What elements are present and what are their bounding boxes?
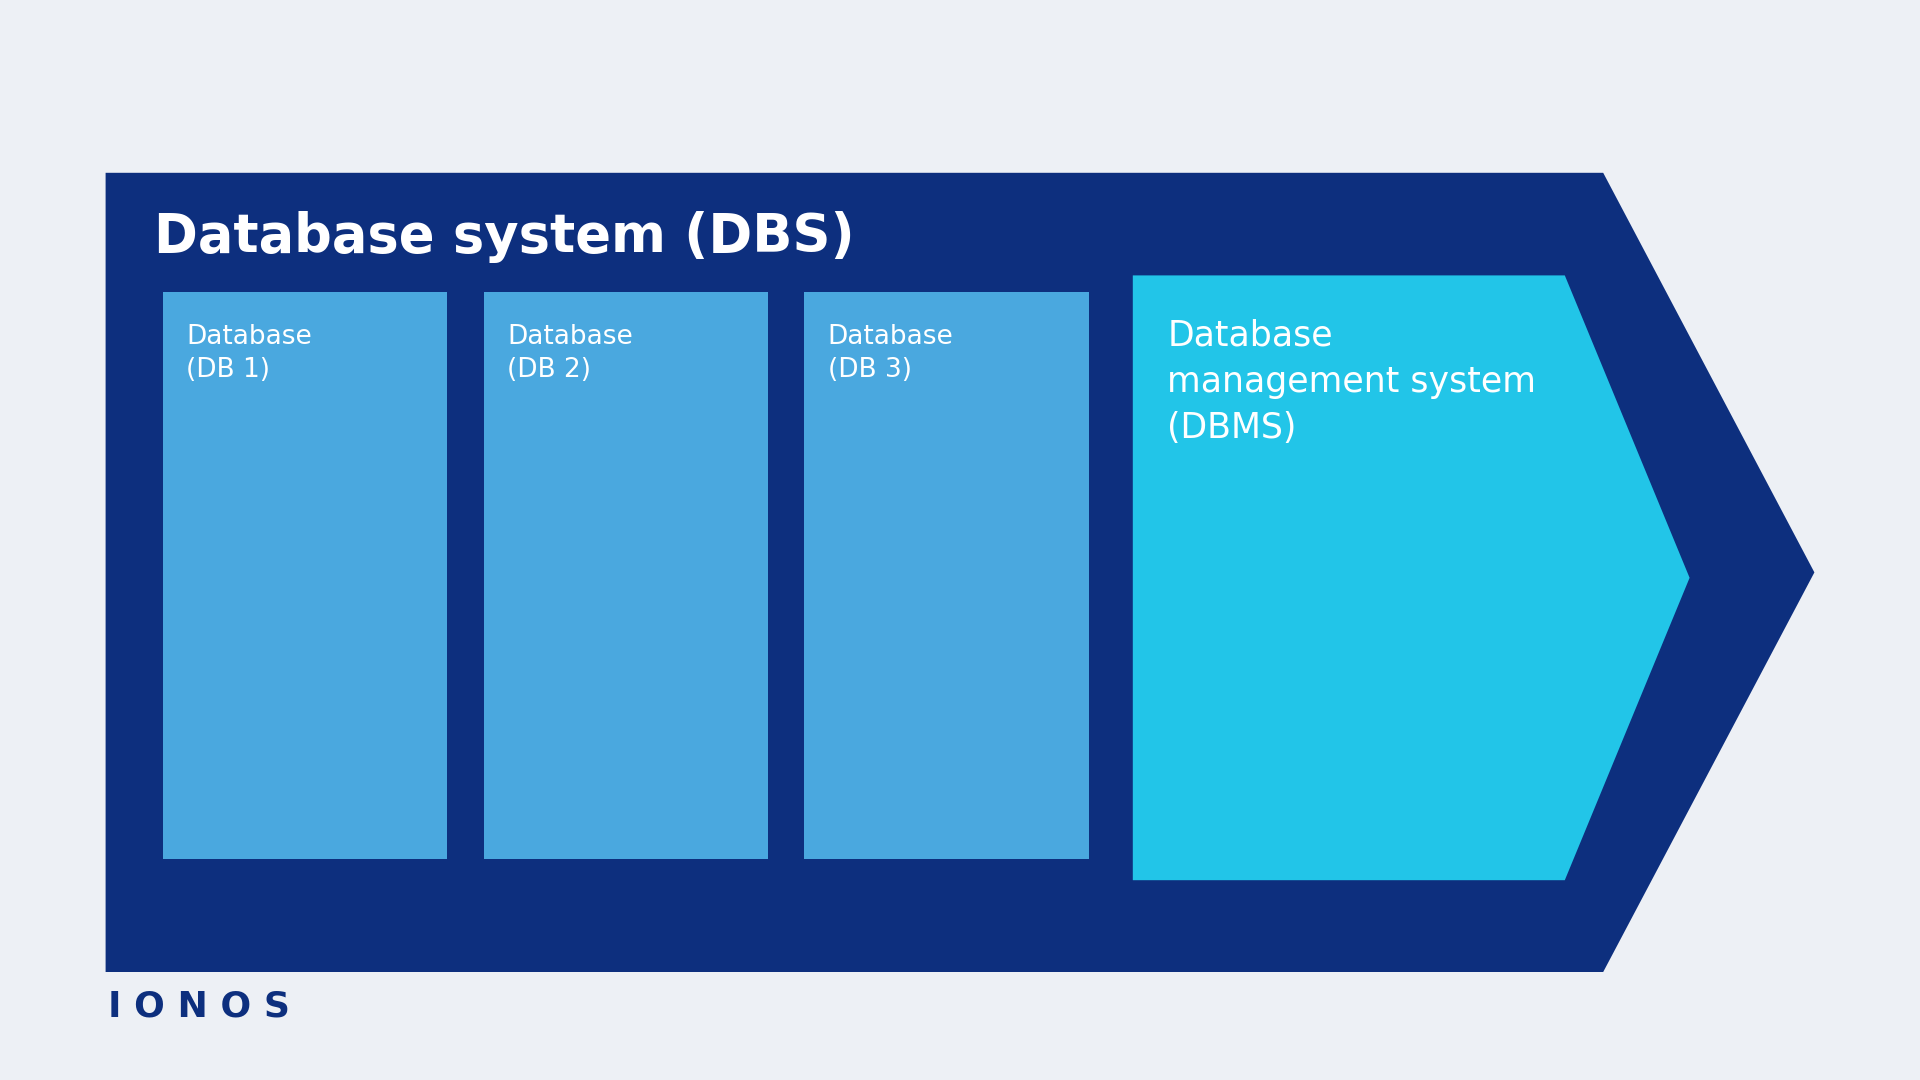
FancyBboxPatch shape [163,292,447,859]
Text: Database
management system
(DBMS): Database management system (DBMS) [1167,319,1536,445]
Polygon shape [106,173,1814,972]
Text: Database
(DB 2): Database (DB 2) [507,324,632,383]
Text: Database system (DBS): Database system (DBS) [154,211,854,262]
FancyBboxPatch shape [484,292,768,859]
FancyBboxPatch shape [804,292,1089,859]
Text: Database
(DB 1): Database (DB 1) [186,324,311,383]
Text: I O N O S: I O N O S [108,990,290,1024]
Polygon shape [1133,275,1690,880]
Text: Database
(DB 3): Database (DB 3) [828,324,952,383]
